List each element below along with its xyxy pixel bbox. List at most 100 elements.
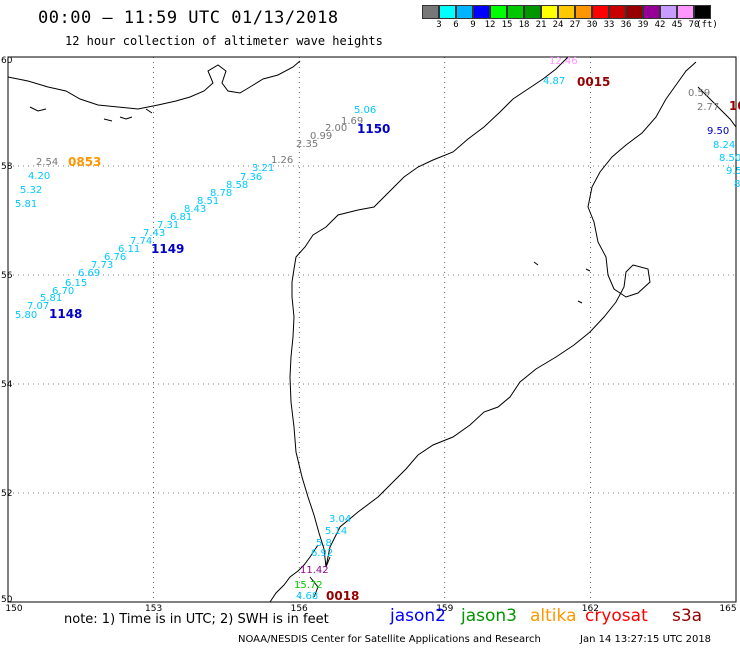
legend-swatch	[456, 5, 473, 19]
swh-value: 3.04	[329, 514, 351, 525]
pass-time: 10	[729, 99, 740, 113]
legend-tick: 39	[637, 20, 649, 30]
legend-swatch	[473, 5, 490, 19]
lon-label: 156	[291, 604, 308, 614]
footer-credit: NOAA/NESDIS Center for Satellite Applica…	[238, 634, 541, 645]
swh-value: 1.26	[271, 155, 293, 166]
swh-value: 8.24	[713, 140, 735, 151]
coastline-west-islets	[29, 106, 153, 122]
legend-tick: 33	[603, 20, 615, 30]
coastline-mainland	[289, 56, 697, 568]
swh-value: 15.72	[294, 580, 323, 591]
coastline-okhotsk-islands	[533, 261, 591, 304]
legend-swatch	[524, 5, 541, 19]
swh-value: 11.42	[300, 565, 329, 576]
swh-value: 7.07	[27, 301, 49, 312]
page-subtitle: 12 hour collection of altimeter wave hei…	[65, 34, 383, 48]
map-frame	[7, 56, 737, 603]
legend-tick: 24	[552, 20, 564, 30]
legend-swatch	[490, 5, 507, 19]
swh-value: 6.11	[118, 244, 140, 255]
legend-tick: 36	[620, 20, 632, 30]
swh-value: 3.21	[252, 163, 274, 174]
legend-swatch	[694, 5, 711, 19]
swh-value: 0.59	[688, 88, 710, 99]
legend-swatch	[609, 5, 626, 19]
swh-value: 4.68	[296, 591, 318, 602]
footer-timestamp: Jan 14 13:27:15 UTC 2018	[580, 634, 712, 645]
satellite-jason3: jason3	[461, 606, 517, 626]
legend-tick: 6	[453, 20, 459, 30]
swh-value: 5.81	[15, 199, 37, 210]
legend-swatch	[439, 5, 456, 19]
swh-value: 8	[734, 179, 740, 190]
lat-label: 52	[1, 489, 12, 499]
swh-value: 2.54	[36, 157, 58, 168]
coastline-shantar	[7, 60, 301, 110]
swh-value: 6.92	[311, 548, 333, 559]
swh-value: 7.74	[130, 236, 152, 247]
swh-value: 1.69	[341, 116, 363, 127]
coastline-kuril	[269, 544, 331, 603]
swh-value: 7.73	[91, 260, 113, 271]
lat-label: 60	[1, 56, 13, 66]
lat-label: 58	[1, 162, 13, 172]
legend-tick: 70	[688, 20, 700, 30]
pass-time: 1148	[49, 307, 82, 321]
pass-time: 0853	[68, 155, 101, 169]
swh-value: 8.78	[210, 188, 232, 199]
legend-swatch	[541, 5, 558, 19]
swh-value: 9.50	[707, 126, 729, 137]
swh-value: 6.76	[104, 252, 126, 263]
legend-tick: 45	[671, 20, 683, 30]
legend-tick: 30	[586, 20, 598, 30]
swh-value: 8.58	[226, 180, 248, 191]
pass-time: 1149	[151, 242, 184, 256]
legend-tick: 18	[518, 20, 530, 30]
pass-time: 0018	[326, 589, 359, 603]
swh-value: 5.06	[354, 105, 376, 116]
swh-value: 6.81	[170, 212, 192, 223]
swh-value: 7.31	[157, 220, 179, 231]
swh-value: 7.36	[240, 172, 262, 183]
swh-value: 5.32	[20, 185, 42, 196]
legend-tick: 15	[501, 20, 513, 30]
satellite-s3a: s3a	[672, 606, 703, 626]
page-title: 00:00 – 11:59 UTC 01/13/2018	[38, 8, 339, 28]
swh-labels: 5.061.692.000.992.351.263.217.368.588.78…	[15, 56, 740, 602]
graticule: 150 153 156 159 162 165 60 58 56 54 52 50	[1, 56, 737, 614]
color-legend: (ft) 3 6 9 12 15 18 21 24 27 30 33 36 39 42 45 70	[422, 5, 718, 31]
footer-note: note: 1) Time is in UTC; 2) SWH is in fe…	[64, 612, 329, 627]
swh-value: 6.70	[52, 286, 74, 297]
swh-value: 4.20	[28, 171, 50, 182]
lon-label: 162	[582, 604, 599, 614]
swh-value: 5.80	[15, 310, 37, 321]
lon-label: 165	[719, 604, 736, 614]
legend-tick: 21	[535, 20, 547, 30]
swh-value: 4.87	[543, 76, 565, 87]
pass-time: 0015	[577, 75, 610, 89]
legend-swatch	[626, 5, 643, 19]
swh-value: 8.51	[197, 196, 219, 207]
pass-time: 1150	[357, 122, 390, 136]
swh-value: 9.5	[726, 166, 740, 177]
swh-value: 5.81	[40, 293, 62, 304]
legend-swatch	[592, 5, 609, 19]
legend-swatch	[677, 5, 694, 19]
swh-value: 8.50	[719, 153, 740, 164]
lon-label: 150	[5, 604, 22, 614]
legend-tick: 3	[436, 20, 442, 30]
pass-time-labels: 0853 1149 1148 1150 0015 10 0018	[49, 75, 740, 603]
swh-value: 7.43	[143, 228, 165, 239]
swh-value: 5.14	[325, 526, 347, 537]
lat-label: 50	[1, 595, 13, 605]
legend-unit: (ft)	[696, 20, 718, 30]
swh-value: 2.35	[296, 139, 318, 150]
legend-ticks: (ft) 3 6 9 12 15 18 21 24 27 30 33 36 39 42 45 70	[422, 19, 718, 31]
swh-value: 8.43	[184, 204, 206, 215]
swh-value: 6.69	[78, 268, 100, 279]
legend-tick: 42	[654, 20, 666, 30]
satellite-altika: altika	[530, 606, 577, 626]
legend-swatch	[507, 5, 524, 19]
